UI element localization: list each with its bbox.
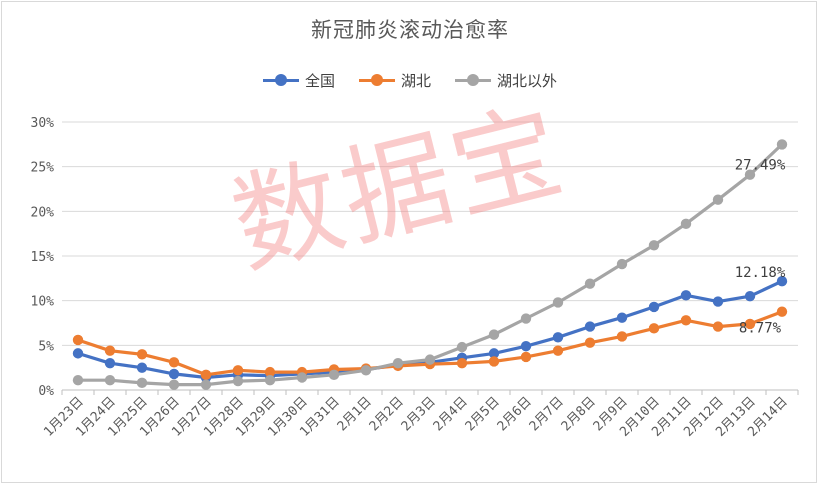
- data-point-hubei: [776, 306, 788, 317]
- data-point-outside-hubei: [520, 313, 532, 324]
- legend: 全国 湖北 湖北以外: [0, 70, 820, 91]
- data-point-outside-hubei: [200, 379, 212, 390]
- data-point-hubei: [232, 365, 244, 376]
- x-tick-label: 2月2日: [367, 394, 407, 434]
- data-point-national: [680, 290, 692, 301]
- y-tick-label: 5%: [38, 339, 54, 354]
- data-point-national: [72, 348, 84, 359]
- data-label-hubei: 8.77%: [739, 321, 782, 337]
- data-point-hubei: [712, 321, 724, 332]
- data-point-hubei: [520, 351, 532, 363]
- data-point-outside-hubei: [616, 258, 628, 270]
- y-tick-label: 0%: [38, 384, 54, 399]
- data-point-national: [520, 341, 532, 352]
- y-tick-label: 30%: [31, 116, 55, 131]
- data-point-outside-hubei: [328, 369, 340, 381]
- data-point-hubei: [264, 366, 276, 378]
- data-point-hubei: [648, 323, 660, 334]
- x-tick-label: 2月5日: [463, 394, 503, 434]
- data-point-outside-hubei: [168, 379, 180, 390]
- legend-label-national: 全国: [304, 72, 335, 90]
- data-point-hubei: [584, 337, 596, 348]
- legend-item-hubei: 湖北: [358, 70, 431, 91]
- data-point-hubei: [456, 358, 468, 369]
- data-point-outside-hubei: [136, 377, 148, 389]
- data-point-outside-hubei: [392, 358, 404, 369]
- data-point-hubei: [616, 331, 628, 342]
- data-point-hubei: [488, 356, 500, 367]
- data-point-outside-hubei: [488, 329, 500, 340]
- data-point-outside-hubei: [744, 169, 756, 180]
- data-point-hubei: [552, 345, 564, 356]
- legend-label-outside-hubei: 湖北以外: [497, 72, 558, 90]
- data-point-outside-hubei: [584, 278, 596, 289]
- data-point-national: [552, 332, 564, 343]
- legend-swatch-national: [262, 74, 299, 86]
- x-tick-label: 2月6日: [495, 394, 535, 434]
- legend-label-hubei: 湖北: [400, 72, 431, 90]
- data-point-national: [776, 275, 788, 287]
- data-point-national: [744, 291, 756, 302]
- data-point-national: [584, 321, 596, 332]
- y-tick-label: 15%: [31, 250, 55, 265]
- series-line-outside-hubei: [76, 142, 784, 387]
- data-point-outside-hubei: [104, 374, 116, 386]
- data-point-outside-hubei: [680, 218, 692, 230]
- x-tick-label: 2月4日: [431, 394, 471, 434]
- data-point-national: [616, 312, 628, 323]
- data-label-national: 12.18%: [735, 265, 786, 281]
- data-point-outside-hubei: [712, 194, 724, 205]
- y-tick-label: 20%: [31, 205, 55, 220]
- data-point-national: [488, 348, 500, 359]
- data-point-outside-hubei: [456, 341, 468, 353]
- data-point-hubei: [200, 369, 212, 381]
- data-point-hubei: [168, 357, 180, 368]
- data-point-outside-hubei: [72, 374, 84, 386]
- y-tick-label: 10%: [31, 295, 55, 310]
- data-point-outside-hubei: [776, 139, 788, 150]
- data-point-hubei: [136, 349, 148, 360]
- data-point-outside-hubei: [232, 375, 244, 387]
- data-point-hubei: [104, 345, 116, 356]
- data-point-outside-hubei: [424, 354, 436, 365]
- x-tick-label: 2月7日: [527, 394, 567, 434]
- legend-swatch-hubei: [358, 74, 395, 86]
- data-point-hubei: [72, 334, 84, 346]
- x-tick-label: 2月3日: [399, 394, 439, 434]
- data-point-outside-hubei: [360, 365, 372, 376]
- legend-item-outside-hubei: 湖北以外: [455, 70, 557, 91]
- legend-swatch-outside-hubei: [455, 74, 491, 86]
- x-tick-label: 2月1日: [335, 394, 375, 434]
- data-point-outside-hubei: [648, 240, 660, 251]
- y-tick-label: 25%: [31, 161, 55, 176]
- data-point-national: [168, 368, 180, 380]
- legend-item-national: 全国: [262, 70, 335, 91]
- data-point-outside-hubei: [296, 372, 308, 383]
- data-point-national: [104, 358, 116, 369]
- data-point-hubei: [680, 315, 692, 326]
- data-point-outside-hubei: [552, 297, 564, 308]
- data-point-outside-hubei: [264, 374, 276, 386]
- data-point-national: [136, 362, 148, 373]
- data-label-outside-hubei: 27.49%: [735, 157, 786, 173]
- data-point-national: [712, 296, 724, 307]
- data-point-hubei: [744, 318, 756, 330]
- data-point-national: [648, 301, 660, 313]
- x-tick-label: 2月8日: [559, 394, 599, 434]
- chart-title: 新冠肺炎滚动治愈率: [311, 18, 509, 42]
